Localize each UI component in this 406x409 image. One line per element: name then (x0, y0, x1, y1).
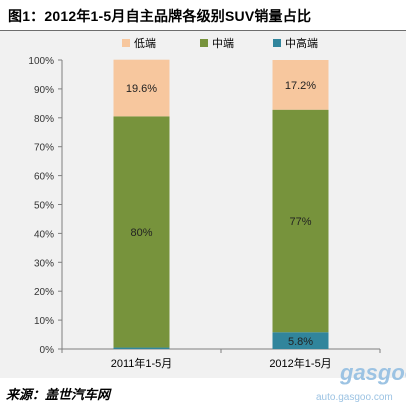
legend-swatch-2 (273, 39, 281, 47)
title-bar: 图1：2012年1-5月自主品牌各级别SUV销量占比 (0, 0, 406, 28)
data-label-1-2: 5.8% (288, 336, 313, 348)
bar-segment-1-0 (272, 60, 329, 110)
y-tick-label: 80% (34, 114, 54, 125)
y-tick-label: 100% (28, 56, 54, 67)
y-tick-label: 0% (40, 345, 55, 356)
y-tick-label: 20% (34, 287, 54, 298)
y-tick-label: 30% (34, 258, 54, 269)
watermark-logo: gasgoo (340, 360, 406, 385)
watermark-url: auto.gasgoo.com (316, 392, 393, 403)
legend-label-2: 中高端 (285, 36, 318, 50)
source-note: 来源：盖世汽车网 (6, 387, 111, 402)
bar-segment-0-2 (113, 347, 170, 349)
legend-swatch-0 (122, 39, 130, 47)
data-label-1-0: 17.2% (285, 80, 316, 92)
data-label-0-0: 19.6% (126, 83, 157, 95)
y-tick-label: 10% (34, 316, 54, 327)
x-tick-label: 2011年1-5月 (111, 356, 173, 370)
y-tick-label: 90% (34, 85, 54, 96)
x-tick-label: 2012年1-5月 (269, 356, 331, 370)
legend-label-0: 低端 (134, 37, 156, 50)
title-divider (0, 30, 406, 31)
bar-segment-0-0 (113, 59, 170, 117)
watermark: gasgoo auto.gasgoo.com (300, 360, 406, 406)
bar-segment-0-1 (113, 116, 170, 348)
stacked-bar-chart: 低端 中端 中高端 0% 10% 20% 30% 40% 50% 60% 70% 80% 90% 100%… (28, 36, 381, 370)
data-label-1-1: 77% (289, 216, 311, 228)
y-tick-label: 60% (34, 172, 54, 183)
y-tick-label: 50% (34, 201, 54, 212)
data-label-0-1: 80% (130, 227, 152, 239)
chart-title: 图1：2012年1-5月自主品牌各级别SUV销量占比 (8, 8, 312, 24)
legend-swatch-1 (200, 39, 208, 47)
y-tick-label: 70% (34, 143, 54, 154)
chart-panel (0, 31, 406, 378)
y-tick-label: 40% (34, 229, 54, 240)
bar-segment-1-1 (272, 109, 329, 333)
legend-label-1: 中端 (212, 37, 234, 50)
bar-segment-1-2 (272, 332, 329, 349)
